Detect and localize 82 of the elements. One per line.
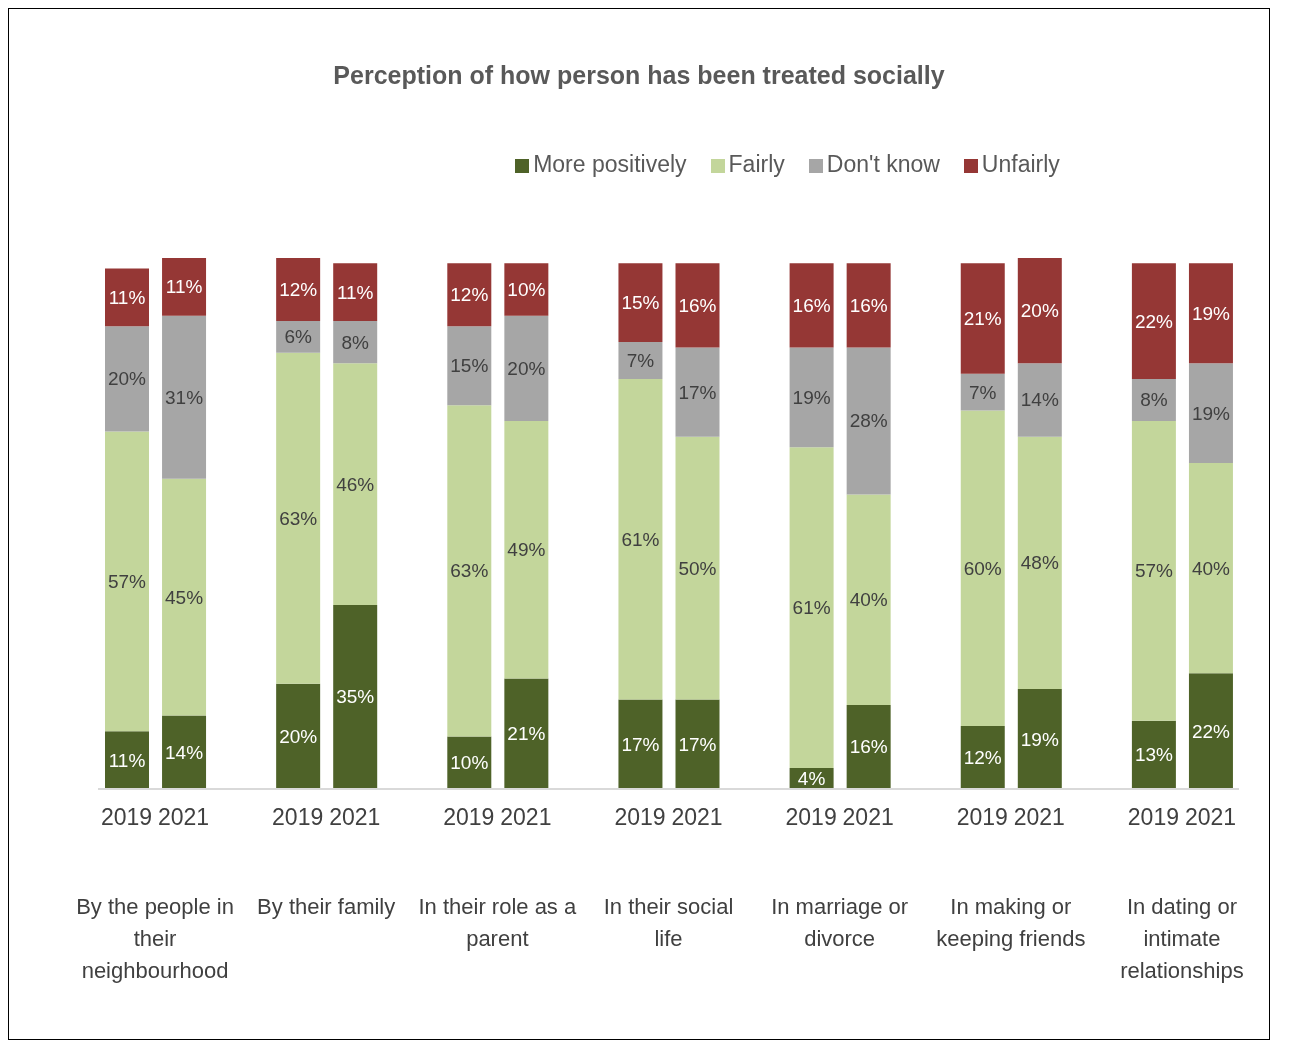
data-label: 46% bbox=[336, 473, 375, 495]
text: In marriage or divorce bbox=[770, 893, 910, 953]
x-tick-label: 2019 bbox=[443, 804, 495, 831]
data-label: 48% bbox=[1020, 552, 1059, 574]
data-label: 40% bbox=[849, 589, 888, 611]
data-label: 15% bbox=[621, 292, 660, 314]
data-label: 61% bbox=[621, 528, 660, 550]
x-tick-label: 2019 bbox=[100, 804, 153, 831]
data-label: 8% bbox=[1140, 389, 1168, 411]
data-label: 17% bbox=[621, 733, 660, 755]
data-label: 28% bbox=[849, 410, 888, 432]
data-label: 11% bbox=[108, 286, 146, 308]
data-label: 19% bbox=[792, 386, 831, 408]
data-label: 20% bbox=[507, 357, 546, 379]
text: By the people in their neighbourhood bbox=[75, 893, 235, 985]
text: In making or keeping friends bbox=[935, 893, 1087, 953]
data-label: 12% bbox=[279, 279, 318, 301]
data-label: 12% bbox=[450, 284, 489, 306]
x-tick-label: 2021 bbox=[1184, 804, 1237, 831]
x-tick-label: 2021 bbox=[671, 804, 723, 831]
data-label: 45% bbox=[165, 586, 204, 608]
text: In their social life bbox=[602, 893, 735, 953]
x-tick-label: 2019 bbox=[956, 804, 1008, 831]
x-tick-label: 2019 bbox=[614, 804, 666, 831]
data-label: 7% bbox=[969, 381, 997, 403]
data-label: 63% bbox=[279, 507, 318, 529]
legend-label: More positively bbox=[533, 151, 687, 177]
legend-label: Don't know bbox=[826, 151, 940, 177]
data-label: 19% bbox=[1191, 402, 1231, 424]
legend-label: Fairly bbox=[728, 151, 785, 177]
data-label: 8% bbox=[341, 331, 370, 353]
x-tick-label: 2021 bbox=[842, 804, 894, 831]
data-label: 4% bbox=[797, 767, 826, 789]
data-label: 31% bbox=[165, 386, 204, 408]
chart-title: Perception of how person has been treated socially bbox=[332, 61, 946, 90]
data-label: 20% bbox=[1020, 300, 1059, 322]
x-tick-label: 2019 bbox=[785, 804, 837, 831]
data-label: 63% bbox=[450, 560, 489, 582]
data-label: 7% bbox=[626, 350, 655, 372]
data-label: 50% bbox=[678, 557, 717, 579]
data-label: 40% bbox=[1191, 557, 1231, 579]
data-label: 16% bbox=[849, 294, 888, 316]
data-label: 49% bbox=[507, 539, 546, 561]
data-label: 19% bbox=[1191, 302, 1231, 324]
data-label: 21% bbox=[963, 307, 1002, 329]
text: In their role as a parent bbox=[417, 893, 578, 953]
data-label: 20% bbox=[279, 725, 318, 747]
data-label: 22% bbox=[1134, 310, 1174, 332]
data-label: 15% bbox=[450, 355, 489, 377]
data-label: 60% bbox=[963, 557, 1002, 579]
data-label: 16% bbox=[849, 736, 888, 758]
data-label: 57% bbox=[107, 570, 147, 592]
data-label: 35% bbox=[336, 686, 375, 708]
data-label: 11% bbox=[336, 281, 374, 303]
data-label: 11% bbox=[165, 276, 203, 298]
data-label: 17% bbox=[678, 733, 717, 755]
data-label: 14% bbox=[1020, 389, 1059, 411]
text: In dating or intimate relationships bbox=[1119, 893, 1245, 985]
x-tick-label: 2021 bbox=[157, 804, 210, 831]
x-tick-label: 2019 bbox=[1127, 804, 1180, 831]
x-tick-label: 2021 bbox=[500, 804, 552, 831]
data-label: 14% bbox=[165, 741, 204, 763]
data-label: 10% bbox=[507, 279, 546, 301]
data-label: 11% bbox=[108, 749, 146, 771]
data-label: 16% bbox=[678, 294, 717, 316]
data-label: 21% bbox=[507, 723, 546, 745]
data-label: 20% bbox=[107, 368, 147, 390]
data-label: 61% bbox=[792, 597, 831, 619]
data-label: 16% bbox=[792, 294, 831, 316]
x-tick-label: 2021 bbox=[329, 804, 381, 831]
x-tick-label: 2019 bbox=[272, 804, 324, 831]
data-label: 57% bbox=[1134, 560, 1174, 582]
data-label: 10% bbox=[450, 752, 489, 774]
data-label: 22% bbox=[1191, 720, 1231, 742]
text: By their family bbox=[256, 893, 397, 921]
data-label: 12% bbox=[963, 746, 1002, 768]
x-tick-label: 2021 bbox=[1013, 804, 1065, 831]
data-label: 17% bbox=[678, 381, 717, 403]
data-label: 19% bbox=[1020, 728, 1059, 750]
legend-label: Unfairly bbox=[981, 151, 1060, 177]
data-label: 6% bbox=[284, 326, 312, 348]
data-label: 13% bbox=[1134, 744, 1174, 766]
